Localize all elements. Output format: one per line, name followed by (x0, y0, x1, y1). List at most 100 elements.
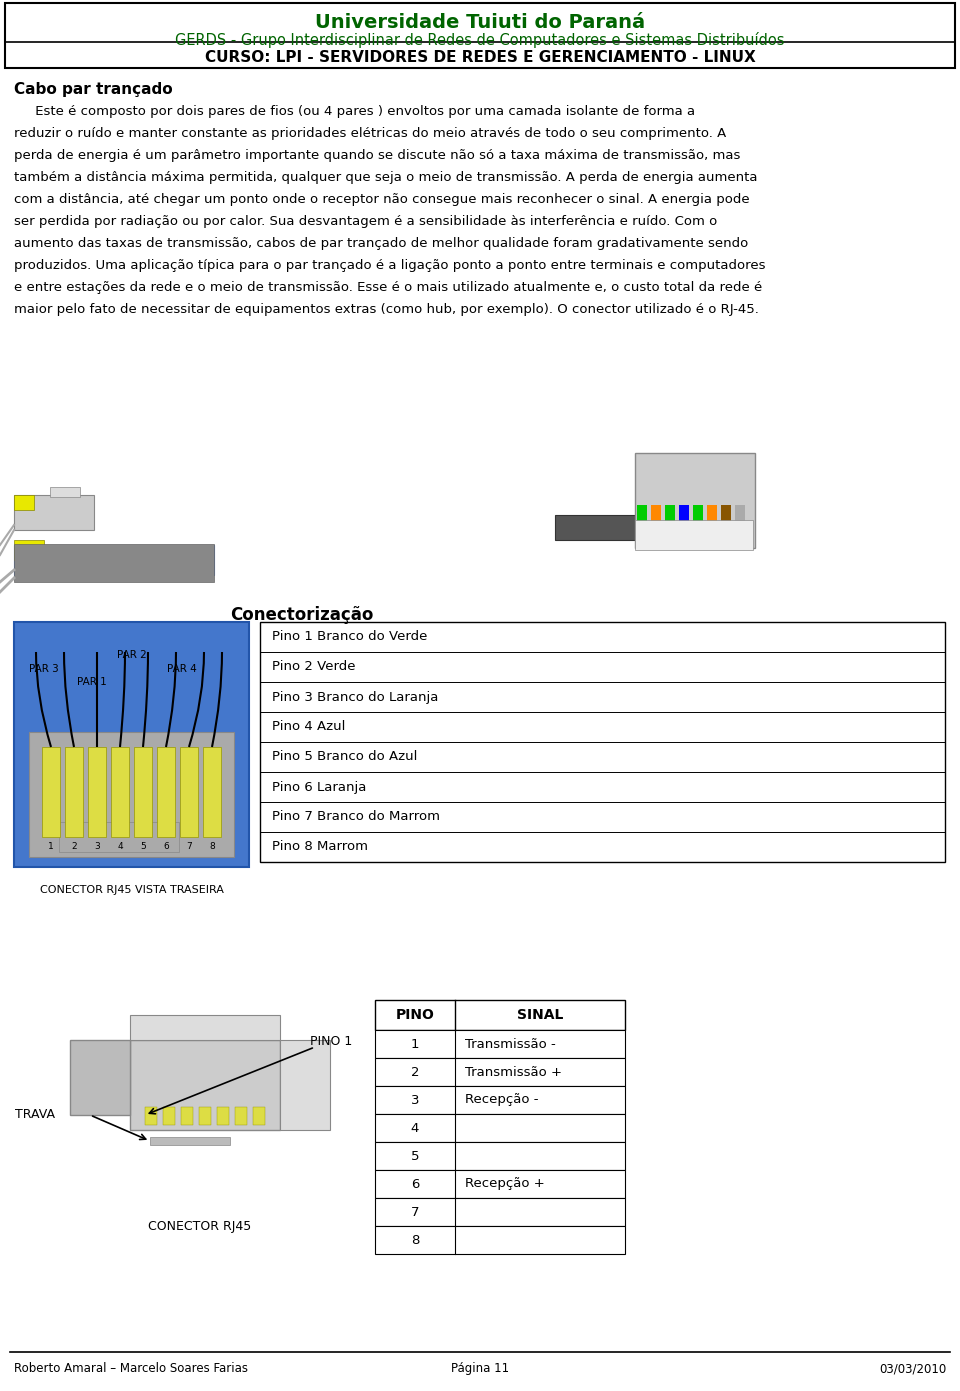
Text: Transmissão +: Transmissão + (465, 1066, 562, 1078)
Bar (651, 505, 661, 536)
Bar (235, 1107, 247, 1125)
Text: Pino 1 Branco do Verde: Pino 1 Branco do Verde (272, 630, 427, 644)
Bar (260, 622, 945, 862)
Text: PINO 1: PINO 1 (310, 1035, 352, 1047)
Text: Este é composto por dois pares de fios (ou 4 pares ) envoltos por uma camada iso: Este é composto por dois pares de fios (… (14, 104, 695, 118)
Text: Pino 5 Branco do Azul: Pino 5 Branco do Azul (272, 751, 418, 764)
Bar (555, 515, 635, 540)
Bar (375, 1000, 625, 1029)
Bar (679, 505, 689, 536)
Bar (375, 1198, 625, 1225)
Bar (707, 505, 717, 536)
Text: 6: 6 (411, 1178, 420, 1191)
Text: Universidade Tuiuti do Paraná: Universidade Tuiuti do Paraná (315, 13, 645, 32)
Text: Pino 3 Branco do Laranja: Pino 3 Branco do Laranja (272, 690, 439, 704)
Bar (280, 1040, 330, 1129)
Bar (665, 505, 675, 536)
Text: TRAVA: TRAVA (15, 1109, 55, 1121)
Bar (217, 1107, 229, 1125)
Text: Cabo par trançado: Cabo par trançado (14, 82, 173, 97)
Bar (88, 747, 106, 837)
Bar (42, 747, 60, 837)
Text: produzidos. Uma aplicação típica para o par trançado é a ligação ponto a ponto e: produzidos. Uma aplicação típica para o … (14, 259, 765, 273)
Text: reduzir o ruído e manter constante as prioridades elétricas do meio através de t: reduzir o ruído e manter constante as pr… (14, 127, 727, 140)
Text: 4: 4 (411, 1121, 420, 1135)
Bar (111, 747, 129, 837)
Text: Pino 6 Laranja: Pino 6 Laranja (272, 780, 367, 793)
Bar (199, 1107, 211, 1125)
Bar (375, 1059, 625, 1086)
Bar (150, 1136, 230, 1145)
Text: Transmissão -: Transmissão - (465, 1038, 556, 1050)
Bar (29, 732, 234, 857)
Bar (203, 747, 221, 837)
Bar (50, 487, 80, 497)
Bar (14, 495, 34, 510)
Bar (59, 822, 179, 853)
Text: e entre estações da rede e o meio de transmissão. Esse é o mais utilizado atualm: e entre estações da rede e o meio de tra… (14, 281, 762, 294)
Text: com a distância, até chegar um ponto onde o receptor não consegue mais reconhece: com a distância, até chegar um ponto ond… (14, 193, 750, 206)
Bar (375, 1170, 625, 1198)
Text: ser perdida por radiação ou por calor. Sua desvantagem é a sensibilidade às inte: ser perdida por radiação ou por calor. S… (14, 216, 717, 228)
Text: Conectorização: Conectorização (230, 606, 373, 625)
Text: 5: 5 (411, 1149, 420, 1163)
Text: GERDS - Grupo Interdisciplinar de Redes de Computadores e Sistemas Distribuídos: GERDS - Grupo Interdisciplinar de Redes … (176, 32, 784, 49)
Bar (14, 545, 214, 574)
Text: 8: 8 (411, 1234, 420, 1246)
Text: PINO: PINO (396, 1008, 435, 1022)
Text: PAR 2: PAR 2 (117, 650, 147, 659)
Text: 2: 2 (71, 842, 77, 851)
Text: 6: 6 (163, 842, 169, 851)
Text: 4: 4 (117, 842, 123, 851)
Bar (14, 544, 214, 581)
Bar (14, 622, 249, 867)
Text: Pino 8 Marrom: Pino 8 Marrom (272, 840, 368, 854)
Text: 1: 1 (411, 1038, 420, 1050)
Bar (735, 505, 745, 536)
Bar (130, 1040, 280, 1129)
Text: Recepção -: Recepção - (465, 1093, 539, 1106)
Bar (375, 1086, 625, 1114)
Bar (375, 1142, 625, 1170)
Bar (14, 540, 44, 561)
Text: 3: 3 (411, 1093, 420, 1106)
Text: aumento das taxas de transmissão, cabos de par trançado de melhor qualidade fora: aumento das taxas de transmissão, cabos … (14, 236, 748, 250)
Text: 2: 2 (411, 1066, 420, 1078)
Text: CONECTOR RJ45: CONECTOR RJ45 (149, 1220, 252, 1232)
Bar (375, 1225, 625, 1255)
Text: 03/03/2010: 03/03/2010 (878, 1362, 946, 1374)
Text: PAR 4: PAR 4 (167, 664, 197, 675)
Text: SINAL: SINAL (516, 1008, 564, 1022)
Bar (635, 453, 755, 548)
Text: Pino 2 Verde: Pino 2 Verde (272, 661, 355, 673)
Bar (180, 747, 198, 837)
Bar (14, 495, 94, 530)
Bar (375, 1029, 625, 1059)
Bar (145, 1107, 157, 1125)
Text: PAR 3: PAR 3 (29, 664, 59, 675)
Text: PAR 1: PAR 1 (77, 677, 107, 687)
Bar (157, 747, 175, 837)
Bar (65, 747, 83, 837)
Text: Roberto Amaral – Marcelo Soares Farias: Roberto Amaral – Marcelo Soares Farias (14, 1362, 248, 1374)
Text: Página 11: Página 11 (451, 1362, 509, 1374)
Text: maior pelo fato de necessitar de equipamentos extras (como hub, por exemplo). O : maior pelo fato de necessitar de equipam… (14, 303, 758, 316)
Text: 3: 3 (94, 842, 100, 851)
Bar (253, 1107, 265, 1125)
Bar (130, 1015, 280, 1040)
Text: Pino 7 Branco do Marrom: Pino 7 Branco do Marrom (272, 811, 440, 823)
Text: 8: 8 (209, 842, 215, 851)
Text: 7: 7 (411, 1206, 420, 1219)
Bar (721, 505, 731, 536)
Bar (693, 505, 703, 536)
Text: CONECTOR RJ45 VISTA TRASEIRA: CONECTOR RJ45 VISTA TRASEIRA (39, 885, 224, 894)
Bar (44, 549, 74, 562)
Bar (70, 1040, 130, 1116)
Bar (134, 747, 152, 837)
Text: também a distância máxima permitida, qualquer que seja o meio de transmissão. A : também a distância máxima permitida, qua… (14, 171, 757, 184)
Bar (163, 1107, 175, 1125)
Text: perda de energia é um parâmetro importante quando se discute não só a taxa máxim: perda de energia é um parâmetro importan… (14, 149, 740, 161)
Text: 7: 7 (186, 842, 192, 851)
Bar (635, 520, 753, 549)
Bar (181, 1107, 193, 1125)
